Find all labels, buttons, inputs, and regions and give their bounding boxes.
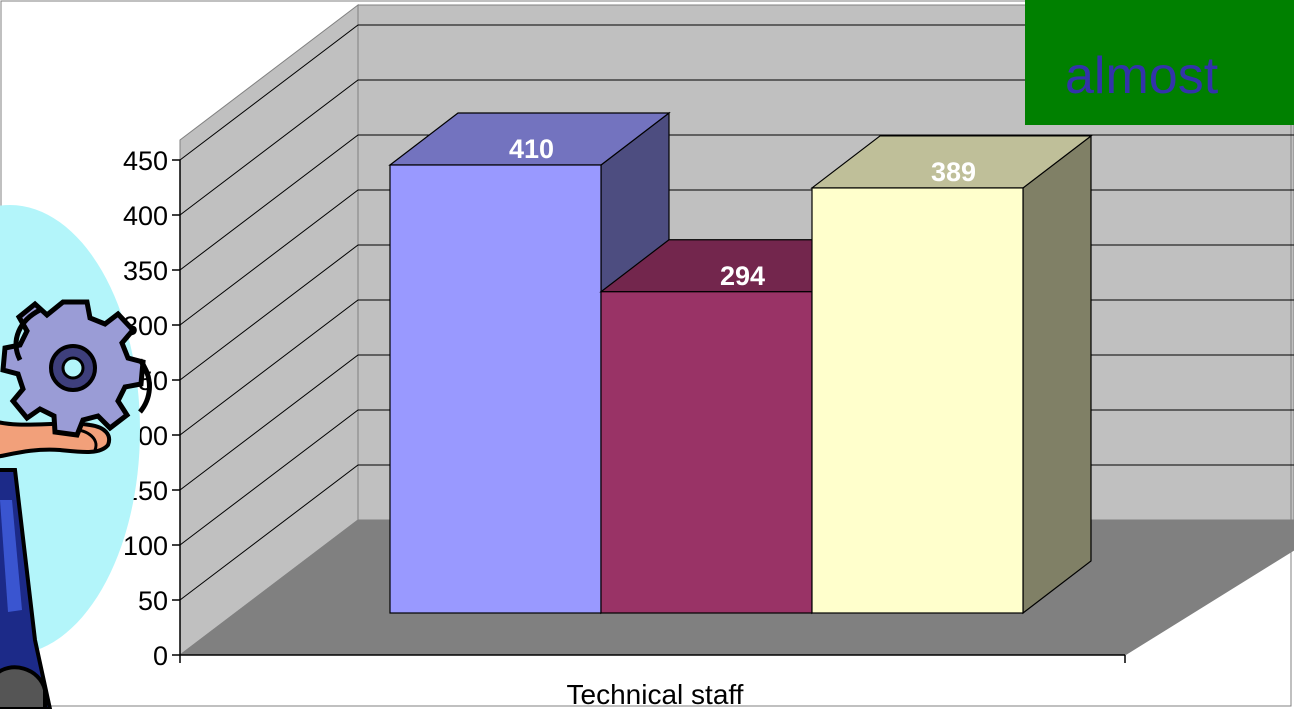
bar	[600, 291, 813, 614]
banner: almost	[1025, 0, 1294, 125]
data-label: 294	[720, 261, 765, 291]
bar	[811, 187, 1024, 614]
gridline	[179, 24, 1294, 161]
data-label: 410	[509, 134, 554, 164]
gridline	[179, 134, 1294, 271]
bar-side	[1022, 134, 1092, 615]
data-labels: 410 294 389	[509, 134, 976, 291]
bar	[389, 164, 602, 614]
gear-juggler-icon	[0, 205, 152, 709]
y-tick-label: 450	[123, 146, 168, 176]
bar-series-3	[810, 134, 1093, 615]
bars	[388, 111, 1093, 615]
y-tick-label: 400	[123, 201, 168, 231]
y-tick-label: 50	[138, 586, 168, 616]
data-label: 389	[931, 157, 976, 187]
category-label: Technical staff	[567, 679, 744, 709]
banner-text: almost	[1065, 47, 1219, 105]
y-tick-label: 350	[123, 256, 168, 286]
y-tick-label: 100	[123, 531, 168, 561]
y-tick-label: 0	[153, 641, 168, 671]
gridline	[179, 79, 1294, 216]
